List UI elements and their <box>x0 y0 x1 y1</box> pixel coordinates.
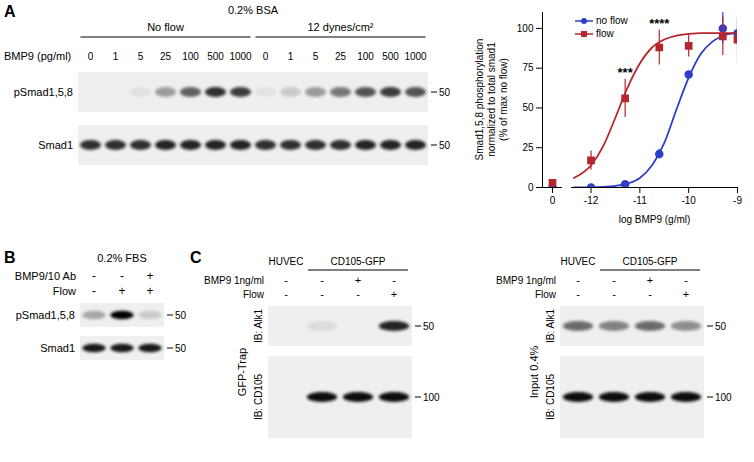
svg-text:CD105-GFP: CD105-GFP <box>622 256 677 267</box>
svg-text:HUVEC: HUVEC <box>560 256 595 267</box>
svg-text:100: 100 <box>357 51 374 62</box>
svg-text:25: 25 <box>160 51 172 62</box>
svg-text:Flow: Flow <box>535 289 557 300</box>
svg-text:A: A <box>4 3 16 20</box>
svg-text:Flow: Flow <box>243 289 265 300</box>
svg-text:25: 25 <box>335 51 347 62</box>
svg-text:0: 0 <box>263 51 269 62</box>
svg-text:-: - <box>576 288 580 300</box>
svg-text:50: 50 <box>423 321 435 332</box>
svg-text:****: **** <box>649 16 670 31</box>
svg-text:Smad1: Smad1 <box>40 342 75 354</box>
svg-text:-: - <box>92 269 96 283</box>
svg-text:GFP-Trap: GFP-Trap <box>236 348 248 397</box>
svg-text:BMP9/10 Ab: BMP9/10 Ab <box>15 270 76 282</box>
svg-text:Flow: Flow <box>53 285 76 297</box>
svg-text:-: - <box>684 274 688 286</box>
svg-text:+: + <box>683 288 689 300</box>
svg-text:CD105-GFP: CD105-GFP <box>330 256 385 267</box>
svg-text:+: + <box>146 269 153 283</box>
svg-text:500: 500 <box>207 51 224 62</box>
svg-text:1: 1 <box>288 51 294 62</box>
svg-text:Input 0.4%: Input 0.4% <box>528 345 540 398</box>
svg-text:-: - <box>320 274 324 286</box>
svg-text:+: + <box>355 274 361 286</box>
svg-text:Smad1: Smad1 <box>38 139 73 151</box>
svg-text:No flow: No flow <box>147 21 184 33</box>
svg-text:+: + <box>118 284 125 298</box>
svg-text:HUVEC: HUVEC <box>268 256 303 267</box>
svg-text:0.2% BSA: 0.2% BSA <box>228 4 279 16</box>
svg-text:500: 500 <box>382 51 399 62</box>
svg-text:50: 50 <box>175 343 187 354</box>
svg-text:50: 50 <box>175 310 187 321</box>
svg-text:normalized to total smad1: normalized to total smad1 <box>486 42 497 157</box>
svg-text:-: - <box>612 274 616 286</box>
svg-text:1000: 1000 <box>229 51 252 62</box>
svg-text:25: 25 <box>522 142 534 153</box>
svg-text:-12: -12 <box>584 195 599 206</box>
svg-text:75: 75 <box>522 62 534 73</box>
svg-text:1000: 1000 <box>404 51 427 62</box>
svg-text:100: 100 <box>517 23 534 34</box>
svg-text:0.2% FBS: 0.2% FBS <box>97 252 147 264</box>
svg-text:BMP9 1ng/ml: BMP9 1ng/ml <box>496 275 556 286</box>
svg-text:(% of max no flow): (% of max no flow) <box>498 58 509 141</box>
svg-text:-: - <box>648 288 652 300</box>
svg-text:-10: -10 <box>681 195 696 206</box>
svg-text:pSmad1,5,8: pSmad1,5,8 <box>16 309 75 321</box>
svg-text:-: - <box>392 274 396 286</box>
svg-text:-11: -11 <box>633 195 647 206</box>
svg-text:50: 50 <box>522 102 534 113</box>
svg-text:IB: CD105: IB: CD105 <box>545 373 556 420</box>
svg-text:pSmad1,5,8: pSmad1,5,8 <box>14 86 73 98</box>
svg-text:+: + <box>146 284 153 298</box>
svg-text:-: - <box>320 288 324 300</box>
svg-text:***: *** <box>618 65 634 80</box>
svg-text:100: 100 <box>715 392 732 403</box>
svg-text:1: 1 <box>113 51 119 62</box>
svg-text:0: 0 <box>88 51 94 62</box>
svg-text:+: + <box>647 274 653 286</box>
svg-text:0: 0 <box>550 195 556 206</box>
svg-text:-9: -9 <box>733 195 742 206</box>
html-text:no flow: no flow <box>596 15 628 26</box>
svg-text:-: - <box>356 288 360 300</box>
svg-text:0: 0 <box>528 182 534 193</box>
svg-text:5: 5 <box>313 51 319 62</box>
svg-text:log BMP9 (g/ml): log BMP9 (g/ml) <box>619 214 691 225</box>
svg-text:-: - <box>120 269 124 283</box>
svg-text:C: C <box>190 249 202 266</box>
svg-text:-: - <box>284 288 288 300</box>
svg-text:-: - <box>612 288 616 300</box>
svg-text:IB: Alk1: IB: Alk1 <box>253 309 264 343</box>
svg-text:+: + <box>391 288 397 300</box>
svg-text:-: - <box>284 274 288 286</box>
svg-text:50: 50 <box>715 321 727 332</box>
svg-text:BMP9 (pg/ml): BMP9 (pg/ml) <box>4 50 71 62</box>
svg-text:IB: CD105: IB: CD105 <box>253 373 264 420</box>
svg-text:BMP9 1ng/ml: BMP9 1ng/ml <box>204 275 264 286</box>
svg-text:50: 50 <box>439 140 451 151</box>
svg-text:50: 50 <box>439 87 451 98</box>
svg-text:100: 100 <box>423 392 440 403</box>
svg-text:-: - <box>576 274 580 286</box>
svg-text:IB: Alk1: IB: Alk1 <box>545 309 556 343</box>
svg-text:Smad1,5,8 phosphorylation: Smad1,5,8 phosphorylation <box>474 39 485 161</box>
svg-text:B: B <box>4 249 16 266</box>
html-text:flow: flow <box>596 28 614 39</box>
svg-text:100: 100 <box>182 51 199 62</box>
svg-text:12 dynes/cm²: 12 dynes/cm² <box>307 21 373 33</box>
svg-text:5: 5 <box>138 51 144 62</box>
svg-text:-: - <box>92 284 96 298</box>
